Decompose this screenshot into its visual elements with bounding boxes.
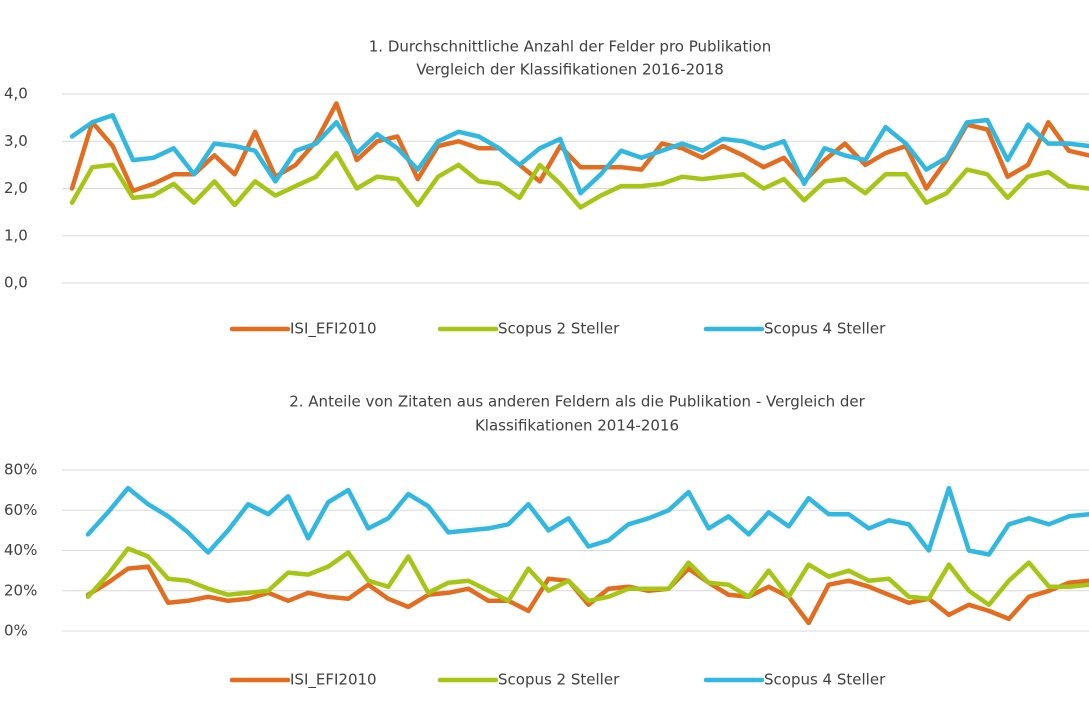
legend-label: Scopus 4 Steller: [764, 320, 886, 338]
y-tick-label: 40%: [4, 541, 37, 559]
chart-title: Vergleich der Klassifikationen 2016-2018: [416, 61, 724, 79]
legend-label: ISI_EFI2010: [290, 320, 377, 339]
chart-title: 2. Anteile von Zitaten aus anderen Felde…: [289, 393, 865, 411]
y-tick-label: 0%: [4, 622, 28, 640]
y-tick-label: 1,0: [4, 226, 28, 244]
legend-label: Scopus 4 Steller: [764, 671, 886, 689]
line-series: [85, 485, 1089, 557]
line-series: [69, 101, 1089, 194]
line-series: [85, 546, 1089, 608]
y-tick-label: 20%: [4, 581, 37, 599]
legend-label: Scopus 2 Steller: [498, 320, 620, 338]
y-tick-label: 0,0: [4, 274, 28, 292]
chart-title: 1. Durchschnittliche Anzahl der Felder p…: [369, 38, 771, 56]
y-tick-label: 3,0: [4, 132, 28, 150]
y-tick-label: 2,0: [4, 179, 28, 197]
legend-label: Scopus 2 Steller: [498, 671, 620, 689]
legend-label: ISI_EFI2010: [290, 671, 377, 690]
y-tick-label: 60%: [4, 501, 37, 519]
line-series: [69, 150, 1089, 210]
chart-title: Klassifikationen 2014-2016: [475, 417, 679, 435]
y-tick-label: 4,0: [4, 85, 28, 103]
line-series: [69, 113, 1089, 196]
y-tick-label: 80%: [4, 461, 37, 479]
